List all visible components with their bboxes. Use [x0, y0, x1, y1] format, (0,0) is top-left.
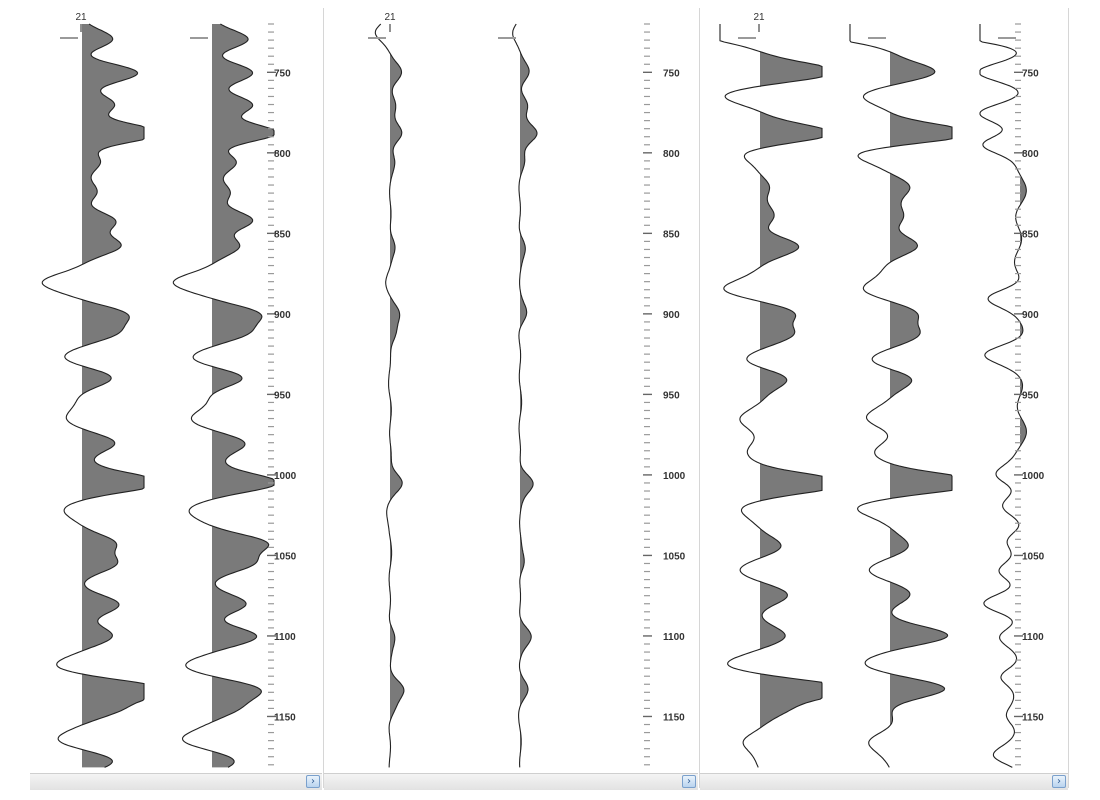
- trace-f-curve: [849, 24, 953, 768]
- chevron-right-icon[interactable]: ›: [682, 775, 696, 788]
- depth-label: 800: [274, 149, 291, 160]
- depth-ruler: 750 800 850 900 950 1000 1050 1100 1150: [267, 23, 297, 766]
- trace-e-curve: [719, 24, 823, 768]
- depth-label: 750: [663, 68, 680, 79]
- depth-label: 1000: [1022, 471, 1045, 482]
- trace-d-curve: [512, 23, 538, 768]
- panel-divider-2: [699, 8, 700, 788]
- depth-label: 800: [663, 149, 680, 160]
- depth-label: 750: [1022, 68, 1039, 79]
- depth-label: 900: [1022, 310, 1039, 321]
- depth-ruler: 750 800 850 900 950 1000 1050 1100 1150: [1014, 23, 1045, 766]
- depth-label: 1000: [663, 471, 686, 482]
- trace-c-fill: [390, 24, 404, 768]
- depth-label: 1150: [274, 712, 296, 723]
- depth-label: 1150: [1022, 712, 1044, 723]
- depth-label: 950: [274, 390, 291, 401]
- chevron-right-icon[interactable]: ›: [306, 775, 320, 788]
- depth-label: 850: [274, 229, 291, 240]
- panel-divider-1: [323, 8, 324, 788]
- trace-header-label: 21: [753, 12, 765, 23]
- trace-header-label: 21: [75, 12, 87, 23]
- panel-3-canvas: 21 750 800 850 900 950 1000 1050 1100 1150: [719, 12, 1045, 768]
- log-panel-3: 21 750 800 850 900 950 1000 1050 1100 1150 ›: [700, 0, 1068, 790]
- depth-label: 1100: [274, 632, 296, 643]
- trace-f-fill: [890, 24, 952, 768]
- trace-e-fill: [760, 24, 822, 768]
- trace-header-label: 21: [384, 12, 396, 23]
- depth-label: 1050: [663, 551, 686, 562]
- log-panel-2: 21 750 800 850 900 950 1000 1050 1100 1150 ›: [324, 0, 698, 790]
- depth-label: 850: [663, 229, 680, 240]
- panel-3-horizontal-scrollbar[interactable]: ›: [700, 773, 1068, 790]
- depth-label: 950: [663, 390, 680, 401]
- trace-c-curve: [374, 23, 405, 768]
- trace-b-fill: [212, 24, 274, 768]
- log-panel-1: 21 750 800 850 900 950 1000 1050 1100 1150 ›: [30, 0, 322, 790]
- depth-label: 1100: [663, 632, 685, 643]
- depth-label: 750: [274, 68, 291, 79]
- depth-label: 1050: [1022, 551, 1045, 562]
- panel-2-horizontal-scrollbar[interactable]: ›: [324, 773, 698, 790]
- panel-1-canvas: 21 750 800 850 900 950 1000 1050 1100 1150: [41, 12, 297, 768]
- panel-1-horizontal-scrollbar[interactable]: ›: [30, 773, 322, 790]
- depth-label: 850: [1022, 229, 1039, 240]
- chevron-right-icon[interactable]: ›: [1052, 775, 1066, 788]
- trace-d-fill: [520, 24, 537, 768]
- depth-ruler: 750 800 850 900 950 1000 1050 1100 1150: [643, 23, 686, 766]
- depth-label: 1000: [274, 471, 297, 482]
- depth-label: 800: [1022, 149, 1039, 160]
- depth-label: 900: [663, 310, 680, 321]
- depth-label: 900: [274, 310, 291, 321]
- trace-a-curve: [41, 23, 145, 768]
- right-border: [1068, 8, 1069, 788]
- panel-2-canvas: 21 750 800 850 900 950 1000 1050 1100 1150: [368, 12, 686, 768]
- trace-a-fill: [82, 24, 144, 768]
- depth-label: 950: [1022, 390, 1039, 401]
- depth-label: 1100: [1022, 632, 1044, 643]
- depth-label: 1150: [663, 712, 685, 723]
- trace-b-curve: [172, 23, 275, 768]
- depth-label: 1050: [274, 551, 297, 562]
- trace-g-curve: [979, 24, 1027, 768]
